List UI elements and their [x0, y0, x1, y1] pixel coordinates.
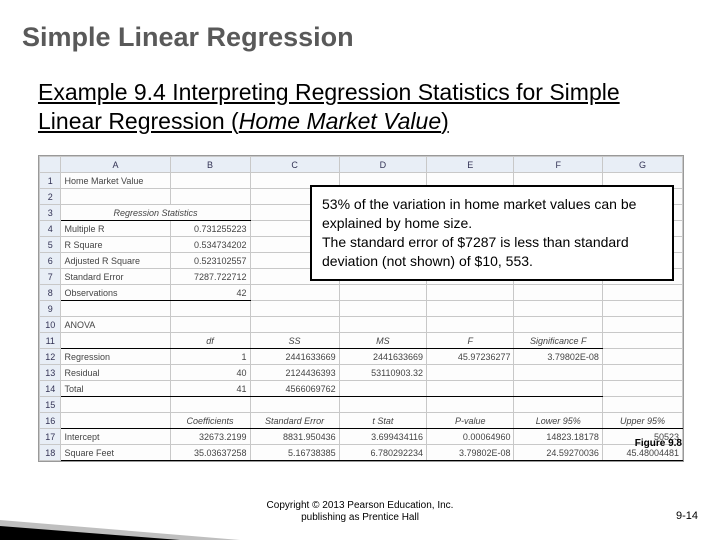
- slide-title: Simple Linear Regression: [22, 22, 354, 53]
- anova-h: MS: [339, 333, 426, 349]
- anova-row-label: Regression: [61, 349, 170, 365]
- cell: 24.59270036: [514, 445, 602, 461]
- cell: 1: [170, 349, 250, 365]
- anova-h: SS: [250, 333, 339, 349]
- stat-label: Multiple R: [61, 221, 170, 237]
- copyright-line-1: Copyright © 2013 Pearson Education, Inc.: [0, 500, 720, 512]
- stat-val: 0.534734202: [170, 237, 250, 253]
- corner-cell: [40, 157, 61, 173]
- cell: 6.780292234: [339, 445, 426, 461]
- row-num: 5: [40, 237, 61, 253]
- figure-label: Figure 9.8: [635, 438, 682, 449]
- col-header: E: [427, 157, 514, 173]
- row-num: 6: [40, 253, 61, 269]
- col-header: G: [602, 157, 682, 173]
- col-header: D: [339, 157, 426, 173]
- col-header: C: [250, 157, 339, 173]
- slide-number: 9-14: [676, 510, 698, 522]
- cell: 40: [170, 365, 250, 381]
- row-num: 12: [40, 349, 61, 365]
- row-num: 1: [40, 173, 61, 189]
- coef-h: t Stat: [339, 413, 426, 429]
- subtitle-suffix: ): [441, 108, 449, 134]
- anova-row-label: Residual: [61, 365, 170, 381]
- row-num: 10: [40, 317, 61, 333]
- stat-val: 0.523102557: [170, 253, 250, 269]
- row-num: 9: [40, 301, 61, 317]
- row-num: 13: [40, 365, 61, 381]
- cell: 32673.2199: [170, 429, 250, 445]
- anova-h: F: [427, 333, 514, 349]
- stat-label: Observations: [61, 285, 170, 301]
- anova-h: Significance F: [514, 333, 602, 349]
- accent-shape: [0, 526, 180, 540]
- callout-box: 53% of the variation in home market valu…: [310, 185, 674, 281]
- row-num: 16: [40, 413, 61, 429]
- stat-label: Standard Error: [61, 269, 170, 285]
- coef-h: Upper 95%: [602, 413, 682, 429]
- coef-h: Lower 95%: [514, 413, 602, 429]
- row-num: 4: [40, 221, 61, 237]
- stat-val: 42: [170, 285, 250, 301]
- anova-row-label: Total: [61, 381, 170, 397]
- row-num: 7: [40, 269, 61, 285]
- col-header: B: [170, 157, 250, 173]
- row-num: 15: [40, 397, 61, 413]
- col-header: F: [514, 157, 602, 173]
- coef-h: P-value: [427, 413, 514, 429]
- cell: 4566069762: [250, 381, 339, 397]
- row-num: 18: [40, 445, 61, 461]
- cell: 2124436393: [250, 365, 339, 381]
- stat-label: Adjusted R Square: [61, 253, 170, 269]
- cell: 2441633669: [339, 349, 426, 365]
- anova-label: ANOVA: [61, 317, 170, 333]
- coef-label: Square Feet: [61, 445, 170, 461]
- stat-val: 0.731255223: [170, 221, 250, 237]
- cell: 8831.950436: [250, 429, 339, 445]
- cell: 5.16738385: [250, 445, 339, 461]
- row-num: 3: [40, 205, 61, 221]
- cell: 3.79802E-08: [514, 349, 602, 365]
- stat-val: 7287.722712: [170, 269, 250, 285]
- row-num: 2: [40, 189, 61, 205]
- cell: 14823.18178: [514, 429, 602, 445]
- anova-h: df: [170, 333, 250, 349]
- cell: 2441633669: [250, 349, 339, 365]
- row-num: 14: [40, 381, 61, 397]
- row-num: 8: [40, 285, 61, 301]
- cell: 53110903.32: [339, 365, 426, 381]
- cell: 3.699434116: [339, 429, 426, 445]
- cell: 41: [170, 381, 250, 397]
- cell: 0.00064960: [427, 429, 514, 445]
- slide-subtitle: Example 9.4 Interpreting Regression Stat…: [38, 78, 680, 136]
- col-header: A: [61, 157, 170, 173]
- coef-h: Coefficients: [170, 413, 250, 429]
- coef-h: Standard Error: [250, 413, 339, 429]
- cell: 35.03637258: [170, 445, 250, 461]
- callout-line-2: The standard error of $7287 is less than…: [322, 233, 662, 271]
- stat-label: R Square: [61, 237, 170, 253]
- regstats-header: Regression Statistics: [61, 205, 250, 221]
- row-num: 11: [40, 333, 61, 349]
- row-num: 17: [40, 429, 61, 445]
- cell: 45.97236277: [427, 349, 514, 365]
- coef-label: Intercept: [61, 429, 170, 445]
- callout-line-1: 53% of the variation in home market valu…: [322, 195, 662, 233]
- cell: Home Market Value: [61, 173, 170, 189]
- subtitle-italic: Home Market Value: [239, 108, 441, 134]
- cell: 3.79802E-08: [427, 445, 514, 461]
